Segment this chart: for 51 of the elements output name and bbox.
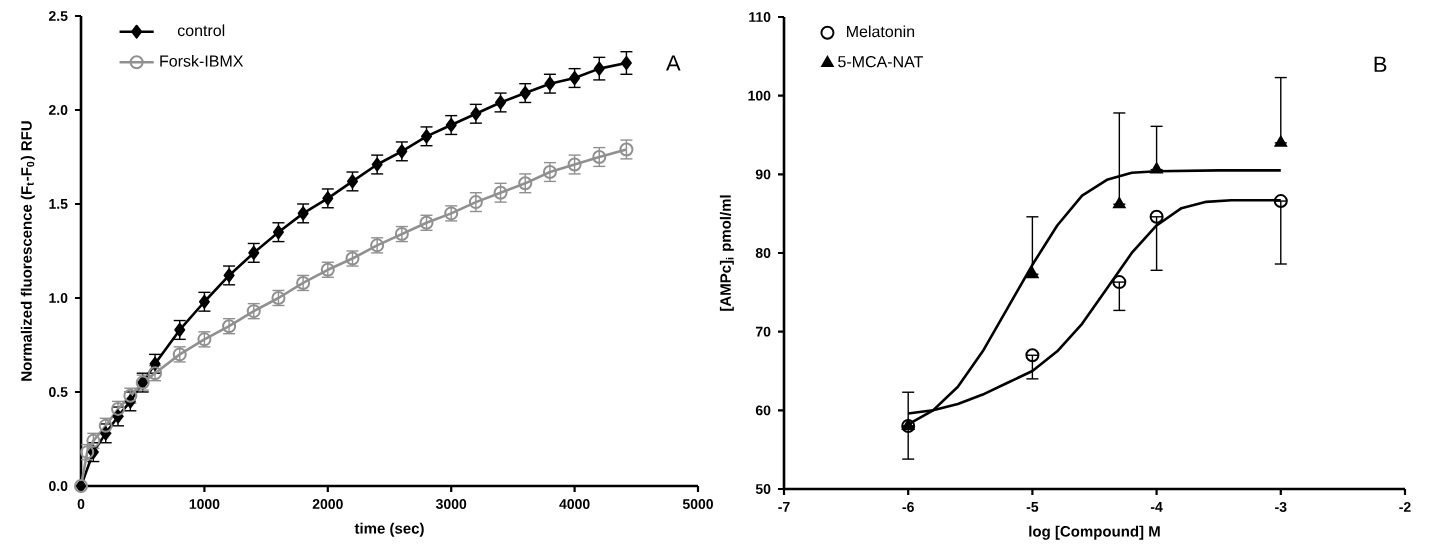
point [445, 118, 457, 133]
point [1025, 348, 1040, 363]
y-tick-label: 100 [748, 90, 771, 101]
y-tick-label: 1.0 [49, 293, 68, 303]
point [620, 55, 632, 70]
annotation: B [1374, 56, 1387, 72]
y-axis-title: [AMPc]$_{i}$ pmol/ml [719, 195, 734, 311]
x-tick-label: 2000 [312, 499, 343, 509]
point [592, 150, 607, 164]
point [542, 165, 557, 180]
point [593, 61, 605, 76]
point [1149, 209, 1164, 224]
x-tick-label: -2 [1399, 502, 1411, 512]
x-axis-title: time (sec) [354, 522, 424, 537]
y-tick-label: 80 [755, 248, 771, 258]
x-tick-label: 3000 [435, 499, 467, 509]
x-tick-label: 4000 [559, 499, 590, 509]
point [1113, 197, 1126, 209]
annotation: A [666, 55, 681, 71]
x-tick-label: 0 [77, 499, 85, 509]
y-tick-label: 2.5 [48, 11, 68, 21]
y-tick-label: 2.0 [48, 105, 68, 115]
y-axis-title: Normalized fluorescence (F$_{t}$-F$_{0}$) RFU [20, 121, 35, 381]
point [174, 322, 186, 337]
point [569, 71, 581, 86]
point [1274, 135, 1287, 147]
x-tick-label: -5 [1026, 502, 1039, 512]
y-tick-label: 60 [755, 405, 771, 416]
x-tick-label: 1000 [189, 499, 220, 509]
point [1150, 162, 1163, 174]
y-tick-label: 1.5 [49, 199, 68, 209]
legend-label: 5-MCA-NAT [838, 56, 924, 68]
point [519, 86, 531, 101]
point [1273, 194, 1288, 209]
y-tick-label: 0.0 [49, 481, 68, 491]
x-tick-label: -4 [1150, 502, 1163, 512]
y-tick-label: 90 [755, 169, 771, 180]
x-axis-title: log [Compound] M [1029, 525, 1160, 540]
point [1026, 267, 1039, 279]
x-tick-label: -3 [1275, 502, 1287, 512]
y-tick-label: 50 [755, 484, 771, 494]
x-tick-label: 5000 [682, 499, 713, 509]
y-tick-label: 0.5 [49, 387, 68, 397]
point [1112, 275, 1127, 290]
legend-label: Melatonin [847, 25, 915, 38]
y-tick-label: 110 [749, 12, 771, 22]
legend-label: Forsk-IBMX [160, 54, 244, 67]
x-tick-label: -6 [902, 502, 914, 512]
y-tick-label: 70 [755, 326, 771, 337]
legend-label: control [177, 24, 225, 37]
x-tick-label: -7 [778, 502, 790, 512]
